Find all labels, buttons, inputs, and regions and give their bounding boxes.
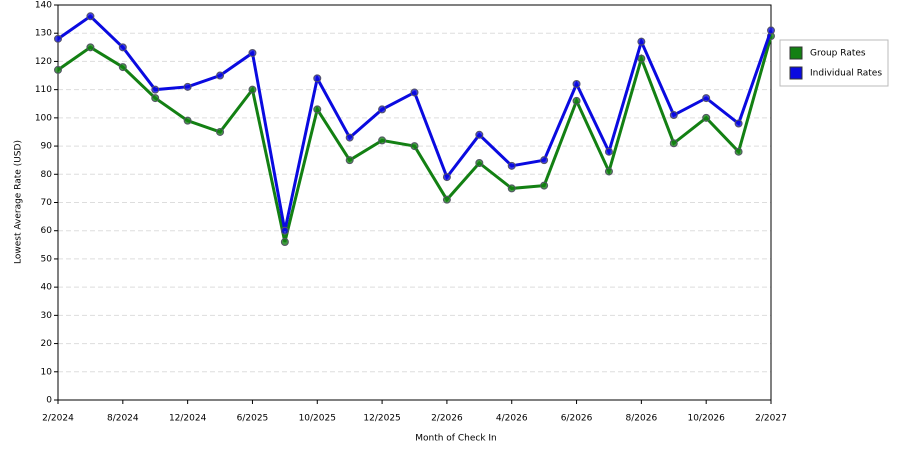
- data-point: [183, 82, 192, 91]
- data-point: [507, 184, 516, 193]
- data-point: [702, 94, 711, 103]
- data-point: [378, 136, 387, 145]
- y-tick-label: 20: [41, 339, 53, 349]
- data-point: [540, 181, 549, 190]
- data-point: [280, 238, 289, 246]
- data-point: [734, 147, 743, 156]
- x-tick-label: 10/2025: [299, 414, 336, 424]
- x-tick-label: 12/2025: [363, 414, 400, 424]
- data-point: [669, 111, 678, 120]
- data-point: [216, 127, 225, 136]
- y-tick-label: 90: [41, 142, 53, 152]
- x-tick-label: 2/2027: [755, 414, 787, 424]
- legend-swatch: [789, 46, 803, 60]
- x-tick-label: 8/2026: [626, 414, 658, 424]
- data-point: [507, 161, 516, 170]
- y-tick-label: 50: [41, 254, 53, 264]
- y-tick-label: 40: [41, 283, 53, 293]
- data-point: [572, 96, 581, 105]
- legend-label: Group Rates: [810, 49, 866, 59]
- data-point: [151, 94, 160, 103]
- data-point: [604, 167, 613, 176]
- legend-label: Individual Rates: [810, 69, 882, 79]
- data-point: [313, 74, 322, 83]
- y-tick-label: 10: [41, 367, 53, 377]
- y-axis-label: Lowest Average Rate (USD): [14, 140, 24, 264]
- y-tick-label: 120: [35, 57, 52, 67]
- y-tick-label: 110: [35, 85, 52, 95]
- x-tick-label: 2/2024: [42, 414, 74, 424]
- data-point: [637, 54, 646, 63]
- data-point: [669, 139, 678, 148]
- x-tick-label: 12/2024: [169, 414, 207, 424]
- x-tick-label: 6/2025: [237, 414, 269, 424]
- data-point: [54, 34, 62, 43]
- data-point: [540, 156, 549, 165]
- data-point: [734, 119, 743, 128]
- data-point: [702, 113, 711, 122]
- data-point: [345, 156, 354, 165]
- x-tick-label: 10/2026: [687, 414, 725, 424]
- data-point: [345, 133, 354, 142]
- data-point: [442, 173, 451, 182]
- x-tick-label: 8/2024: [107, 414, 139, 424]
- data-point: [248, 85, 257, 94]
- data-point: [118, 43, 127, 52]
- data-point: [475, 159, 484, 167]
- data-point: [604, 147, 613, 156]
- data-point: [248, 48, 257, 57]
- y-tick-label: 140: [35, 1, 52, 11]
- data-point: [86, 43, 95, 52]
- y-tick-label: 130: [35, 29, 52, 39]
- y-tick-label: 60: [41, 226, 53, 236]
- data-point: [475, 130, 484, 139]
- y-tick-label: 30: [41, 311, 53, 321]
- data-point: [313, 105, 322, 114]
- data-point: [118, 63, 127, 72]
- data-point: [572, 80, 581, 88]
- x-tick-label: 2/2026: [431, 414, 463, 424]
- data-point: [637, 37, 646, 46]
- x-tick-label: 4/2026: [496, 414, 528, 424]
- data-point: [151, 85, 160, 94]
- data-point: [767, 26, 775, 35]
- y-tick-label: 70: [41, 198, 53, 208]
- data-point: [280, 226, 289, 235]
- y-tick-label: 80: [41, 170, 53, 180]
- data-point: [54, 65, 62, 74]
- y-tick-label: 0: [46, 396, 52, 406]
- data-point: [86, 12, 95, 21]
- x-axis-label: Month of Check In: [415, 434, 497, 444]
- data-point: [216, 71, 225, 80]
- plot-frame: [57, 4, 772, 401]
- legend-swatch: [789, 66, 803, 80]
- data-point: [378, 105, 387, 114]
- data-point: [410, 142, 419, 151]
- data-point: [183, 116, 192, 125]
- data-point: [442, 195, 451, 204]
- y-tick-label: 100: [35, 113, 52, 123]
- data-point: [410, 88, 419, 97]
- x-tick-label: 6/2026: [561, 414, 593, 424]
